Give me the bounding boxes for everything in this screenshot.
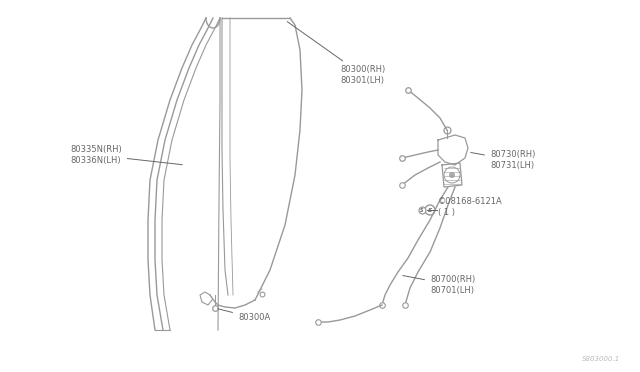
Text: 80335N(RH)
80336N(LH): 80335N(RH) 80336N(LH) [70,145,182,165]
Text: S: S [428,208,432,212]
Text: 80300(RH)
80301(LH): 80300(RH) 80301(LH) [287,22,385,85]
Text: 80700(RH)
80701(LH): 80700(RH) 80701(LH) [403,275,476,295]
Text: S: S [420,208,424,212]
Text: S803000.1: S803000.1 [582,356,620,362]
Circle shape [449,172,455,178]
Text: ©08168-6121A
( 1 ): ©08168-6121A ( 1 ) [438,197,503,217]
Text: 80730(RH)
80731(LH): 80730(RH) 80731(LH) [471,150,536,170]
Text: 80300A: 80300A [218,309,270,323]
